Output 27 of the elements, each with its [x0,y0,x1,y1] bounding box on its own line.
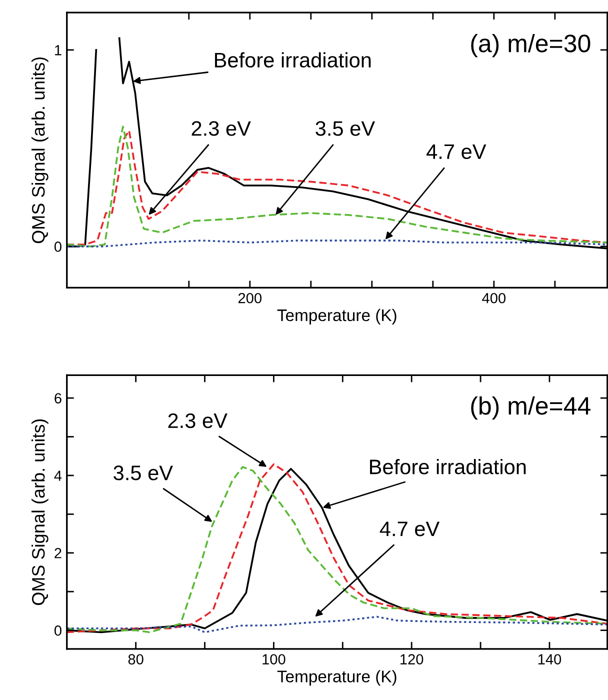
x-tick-label: 140 [538,654,562,664]
annotation: Before irradiation [370,459,526,474]
y-tick-label: 0 [54,625,62,636]
annotation: (a) m/e=30 [471,34,590,58]
x-tick-label: 120 [400,654,424,664]
annotation: (b) m/e=44 [471,396,590,420]
x-tick-label: 80 [128,654,144,664]
x-tick-label: 200 [238,292,262,304]
x-axis-title: Temperature (K) [277,670,396,686]
annotation: 3.5 eV [114,466,173,480]
line-series [66,616,608,634]
x-tick-label: 400 [482,292,506,304]
annotation: 4.7 eV [426,144,486,160]
y-tick-label: 1 [55,45,62,56]
y-tick-label: 4 [54,470,62,481]
y-tick-label: 6 [54,393,62,404]
y-axis-title: QMS Signal (arb. units) [32,419,48,606]
annotation: 3.5 eV [316,121,375,136]
annotation: 4.7 eV [380,522,440,536]
annotation: 2.3 eV [168,413,228,428]
annotation: 2.3 eV [192,121,251,136]
y-axis-title: QMS Signal (arb. units) [32,57,48,244]
x-axis-title: Temperature (K) [277,308,396,324]
x-tick-label: 100 [262,654,286,664]
y-tick-label: 0 [54,242,62,252]
y-tick-label: 2 [54,548,62,558]
annotation: Before irradiation [215,52,371,68]
